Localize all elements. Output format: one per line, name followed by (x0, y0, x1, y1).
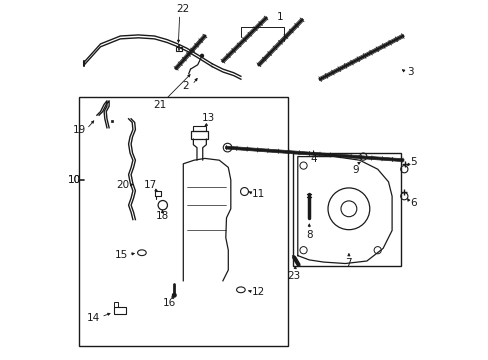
Text: 23: 23 (287, 271, 300, 281)
Text: 10: 10 (68, 175, 81, 185)
Text: 6: 6 (409, 198, 416, 208)
Bar (110, 120, 113, 122)
Text: 13: 13 (202, 113, 215, 123)
Text: 12: 12 (251, 287, 264, 297)
Text: 5: 5 (409, 157, 416, 167)
Bar (292, 153, 400, 266)
Text: 16: 16 (163, 298, 176, 308)
Text: 19: 19 (73, 125, 86, 135)
Bar (191, 131, 208, 139)
Text: 7: 7 (345, 258, 351, 268)
Text: 14: 14 (86, 312, 100, 323)
Text: 9: 9 (352, 165, 359, 175)
Bar (193, 126, 206, 131)
Text: 1: 1 (277, 12, 283, 22)
Circle shape (200, 54, 204, 58)
Text: 17: 17 (143, 180, 157, 190)
Bar (176, 47, 182, 51)
Text: 20: 20 (116, 180, 129, 190)
Text: 8: 8 (305, 230, 312, 240)
Text: 10: 10 (68, 175, 81, 185)
Bar (114, 307, 125, 314)
Circle shape (171, 293, 177, 298)
Bar (114, 302, 118, 307)
Text: 4: 4 (310, 154, 316, 164)
Text: 22: 22 (176, 4, 189, 14)
Text: 3: 3 (407, 67, 413, 77)
Text: 21: 21 (153, 100, 166, 110)
Text: 15: 15 (114, 250, 127, 260)
Text: 18: 18 (156, 211, 169, 221)
Text: 2: 2 (182, 81, 189, 91)
Text: 11: 11 (251, 189, 264, 199)
Bar (79, 97, 287, 346)
